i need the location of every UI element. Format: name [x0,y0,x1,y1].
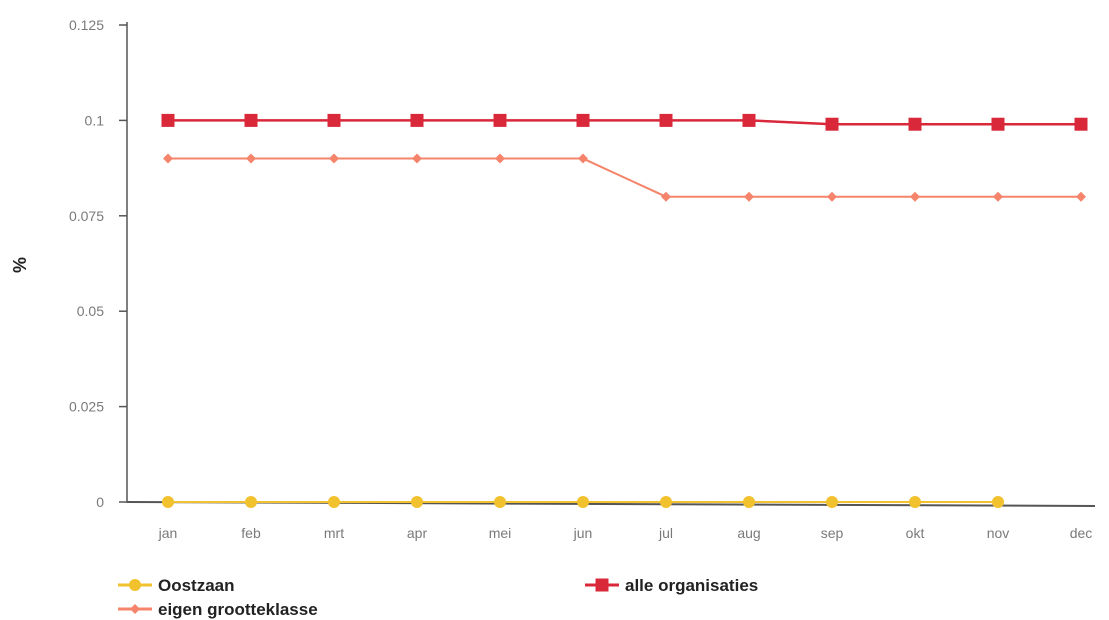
y-tick-label: 0.025 [69,399,104,415]
legend-label: alle organisaties [625,576,758,595]
x-tick-label: apr [407,525,428,541]
data-point [742,113,756,127]
data-point [661,191,671,202]
y-tick-label: 0.1 [85,112,105,128]
x-tick-label: jul [658,525,673,541]
data-point [909,496,921,508]
y-axis: 0.125 0.1 0.075 0.05 0.025 0 [69,17,128,510]
data-point [244,113,258,127]
data-point [578,153,588,164]
data-point [246,153,256,164]
data-point [826,496,838,508]
legend-label: Oostzaan [158,576,235,595]
x-tick-label: aug [737,525,760,541]
legend-swatch-marker [130,604,140,614]
data-point [161,113,175,127]
series-group [161,113,1088,508]
series-eigen-grootteklasse [163,153,1086,202]
x-tick-label: sep [821,525,844,541]
data-point [329,153,339,164]
legend-item: eigen grootteklasse [118,600,318,619]
data-point [162,496,174,508]
data-point [495,153,505,164]
data-point [411,496,423,508]
y-tick-label: 0.125 [69,17,104,33]
data-point [576,113,590,127]
data-point [991,117,1005,131]
data-point [1076,191,1086,202]
x-axis: jan feb mrt apr mei jun jul aug sep okt nov dec [126,501,1096,541]
data-point [245,496,257,508]
y-tick-label: 0 [96,494,104,510]
x-tick-label: dec [1070,525,1093,541]
legend-item: alle organisaties [585,576,758,595]
y-tick-label: 0.075 [69,208,104,224]
legend: Oostzaan eigen grootteklasse alle organisa… [118,576,758,619]
x-tick-label: okt [906,525,925,541]
data-point [410,113,424,127]
x-tick-label: nov [987,525,1010,541]
x-tick-label: mrt [324,525,344,541]
y-tick-label: 0.05 [77,303,104,319]
data-point [908,117,922,131]
data-point [494,496,506,508]
data-point [412,153,422,164]
legend-swatch-marker [129,579,141,591]
data-point [327,113,341,127]
series-line [168,119,1081,126]
series-line [168,157,1081,198]
data-point [493,113,507,127]
data-point [827,191,837,202]
legend-item: Oostzaan [118,576,235,595]
series-oostzaan [162,496,1004,508]
data-point [163,153,173,164]
legend-swatch-marker [595,578,609,592]
data-point [328,496,340,508]
x-tick-label: jan [158,525,178,541]
x-tick-label: jun [573,525,593,541]
series-alle-organisaties [161,113,1088,131]
data-point [660,496,672,508]
data-point [993,191,1003,202]
y-axis-label: % [10,257,30,273]
data-point [577,496,589,508]
data-point [825,117,839,131]
data-point [1074,117,1088,131]
data-point [992,496,1004,508]
data-point [743,496,755,508]
legend-label: eigen grootteklasse [158,600,318,619]
x-tick-label: feb [241,525,261,541]
data-point [744,191,754,202]
x-tick-label: mei [489,525,512,541]
data-point [659,113,673,127]
data-point [910,191,920,202]
